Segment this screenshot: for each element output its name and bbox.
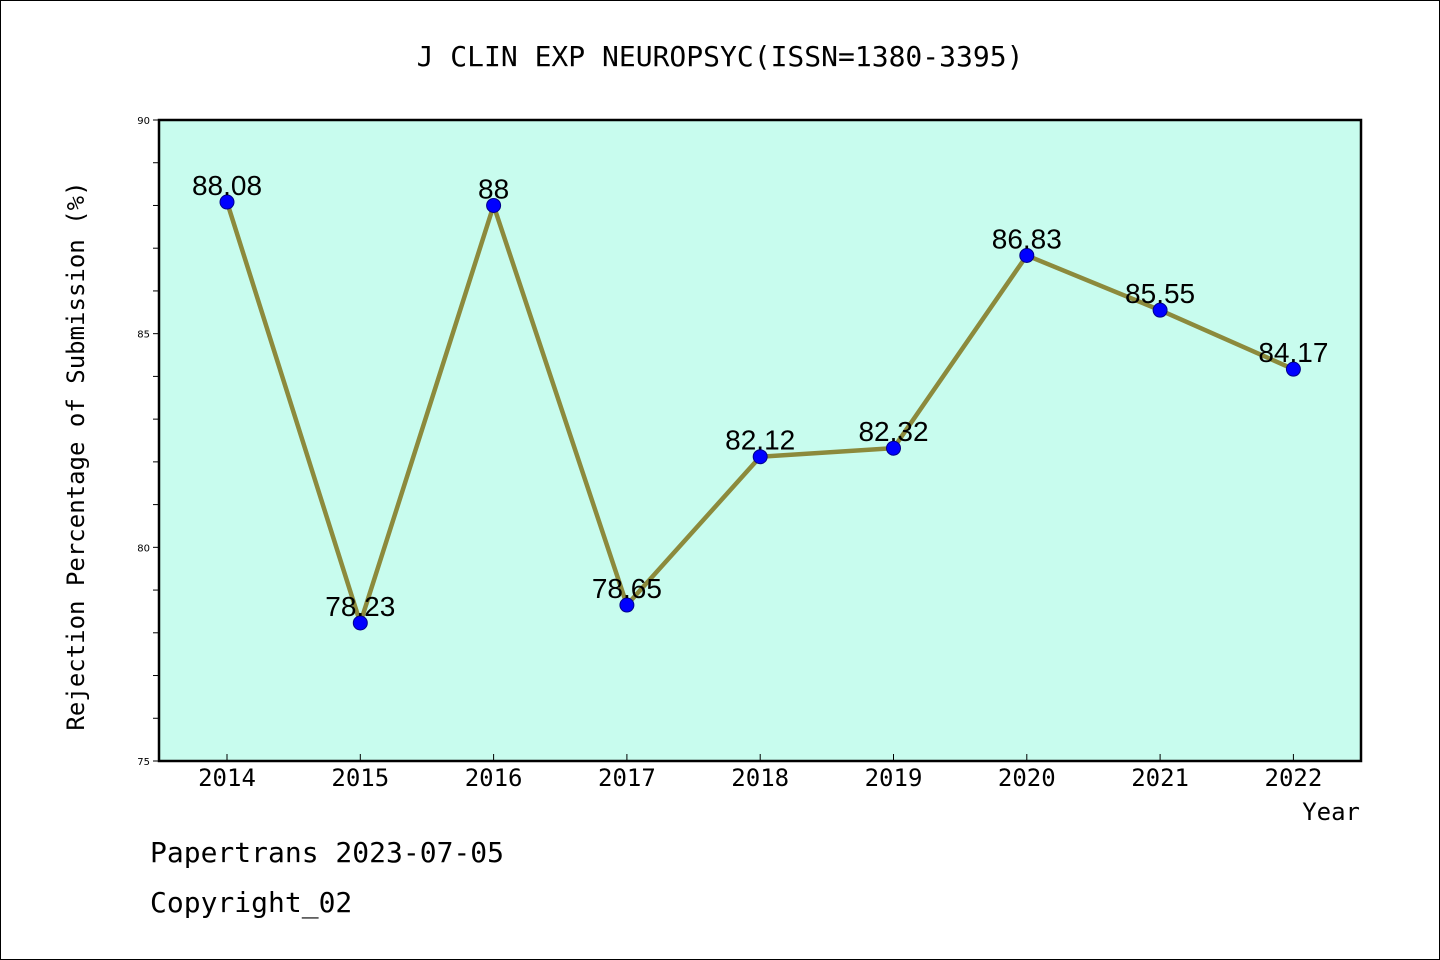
data-label: 85.55 [1125, 278, 1195, 309]
footer-copyright: Copyright_02 [150, 886, 353, 919]
data-point-marker [1285, 361, 1301, 377]
x-tick-label: 2017 [598, 764, 656, 792]
footer-date: Papertrans 2023-07-05 [150, 836, 505, 869]
data-point-marker [752, 449, 768, 465]
data-point-marker [1019, 247, 1035, 263]
x-tick-label: 2020 [998, 764, 1056, 792]
x-tick-label: 2016 [465, 764, 523, 792]
data-label: 78.65 [592, 573, 662, 604]
data-point-marker [352, 615, 368, 631]
data-label: 86.83 [992, 223, 1062, 254]
x-tick-label: 2019 [865, 764, 923, 792]
x-axis-label: Year [1302, 798, 1360, 826]
y-tick-label: 75 [137, 757, 150, 768]
y-tick-label: 80 [137, 543, 150, 554]
y-tick-label: 85 [137, 330, 150, 341]
data-point-marker [486, 197, 502, 213]
data-label: 88 [478, 173, 509, 204]
data-labels-group: 88.08 78.23 88 78.65 82.12 82.32 86.83 85.55 84.… [192, 170, 1328, 622]
y-tick-label: 90 [137, 116, 150, 127]
data-label: 88.08 [192, 170, 262, 201]
data-point-marker [219, 194, 235, 210]
data-label: 78.23 [325, 591, 395, 622]
data-point-marker [1152, 302, 1168, 318]
data-label: 84.17 [1258, 337, 1328, 368]
plot-area [157, 118, 1363, 763]
data-label: 82.32 [858, 416, 928, 447]
x-tick-label: 2014 [198, 764, 256, 792]
x-tick-label: 2018 [731, 764, 789, 792]
data-point-marker [886, 440, 901, 456]
series-line-group [219, 194, 1301, 631]
y-axis-ticks: 75 80 85 90 [137, 116, 159, 768]
chart-title: J CLIN EXP NEUROPSYC(ISSN=1380-3395) [417, 40, 1024, 73]
x-tick-label: 2021 [1131, 764, 1189, 792]
x-axis-ticks: 2014 2015 2016 2017 2018 2019 2020 2021 2022 [198, 754, 1322, 792]
x-tick-label: 2015 [331, 764, 389, 792]
x-tick-label: 2022 [1265, 764, 1323, 792]
data-point-marker [619, 597, 635, 613]
data-label: 82.12 [725, 425, 795, 456]
y-axis-label: Rejection Percentage of Submission (%) [62, 181, 90, 730]
